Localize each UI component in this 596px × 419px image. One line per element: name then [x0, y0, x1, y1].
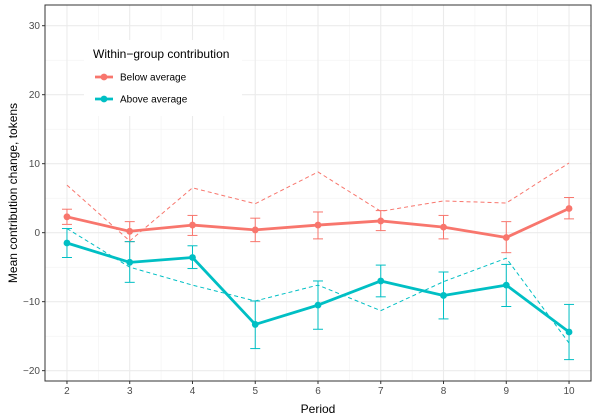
below-average-point [126, 227, 134, 235]
below-average-point [189, 221, 196, 229]
x-tick-label: 3 [127, 386, 133, 397]
y-tick-label: 30 [29, 21, 41, 32]
x-tick-label: 7 [378, 386, 384, 397]
y-tick-label: 0 [34, 228, 40, 239]
below-average-point [502, 234, 510, 241]
x-tick-label: 8 [441, 386, 447, 397]
below-average-point [63, 213, 71, 221]
above-average-point [502, 281, 510, 289]
above-average-point [377, 277, 385, 285]
above-average-point [440, 292, 447, 299]
axis-ticks: −20 −10 0 10 20 30 2 3 4 5 6 7 8 9 10 [23, 21, 575, 397]
legend-key-point-above-average [100, 95, 108, 103]
above-average-point [251, 321, 259, 328]
legend-label-above-average: Above average [120, 95, 188, 106]
x-tick-label: 2 [64, 386, 70, 397]
below-average-point [314, 221, 322, 229]
above-average-point [189, 254, 196, 261]
below-average-point [251, 226, 259, 234]
x-axis-title: Period [301, 402, 336, 416]
below-average-point [440, 223, 447, 231]
y-tick-label: 20 [29, 90, 41, 101]
legend-key-point-below-average [100, 73, 108, 81]
x-tick-label: 5 [252, 386, 258, 397]
above-average-point [63, 239, 71, 247]
below-average-point [377, 217, 385, 225]
y-axis-title: Mean contribution change, tokens [6, 103, 20, 283]
legend-label-below-average: Below average [120, 73, 187, 84]
legend-title: Within−group contribution [93, 47, 229, 61]
above-average-point [565, 328, 573, 336]
legend: Within−group contribution Below average A… [84, 40, 242, 116]
x-tick-label: 6 [315, 386, 321, 397]
below-average-dashed-line [66, 162, 570, 242]
y-tick-label: −20 [23, 366, 40, 377]
x-tick-label: 10 [563, 386, 575, 397]
y-tick-label: 10 [29, 159, 41, 170]
below-average-point [565, 205, 573, 212]
above-average-point [314, 301, 322, 309]
x-tick-label: 9 [503, 386, 509, 397]
x-tick-label: 4 [190, 386, 196, 397]
above-average-point [126, 258, 134, 266]
y-tick-label: −10 [23, 297, 40, 308]
data-marks [61, 162, 575, 361]
